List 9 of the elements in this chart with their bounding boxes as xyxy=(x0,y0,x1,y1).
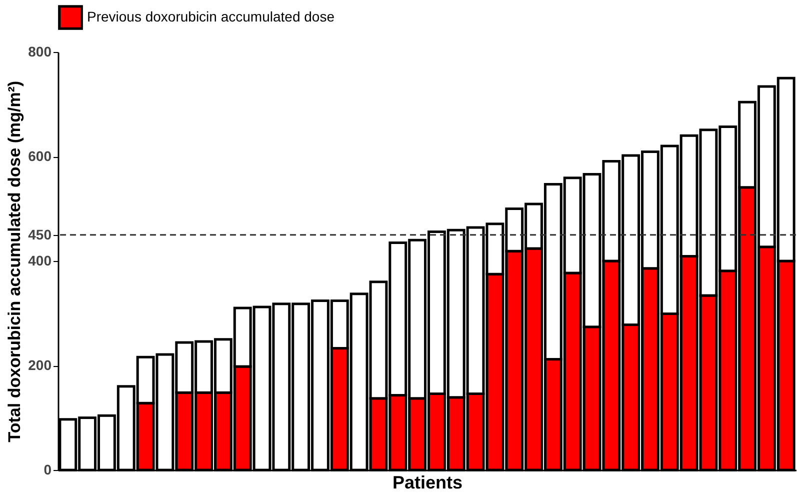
y-tick-label: 400 xyxy=(28,252,52,268)
y-tick-label: 200 xyxy=(28,357,52,373)
y-tick-label: 0 xyxy=(44,462,52,478)
y-axis-title: Total doxorubicin accumulated dose (mg/m²) xyxy=(5,80,24,442)
x-axis-title: Patients xyxy=(392,472,463,492)
y-tick-label: 800 xyxy=(28,44,52,60)
y-tick-label: 600 xyxy=(28,148,52,164)
legend-label: Previous doxorubicin accumulated dose xyxy=(87,8,335,24)
y-tick-label: 450 xyxy=(28,226,52,242)
